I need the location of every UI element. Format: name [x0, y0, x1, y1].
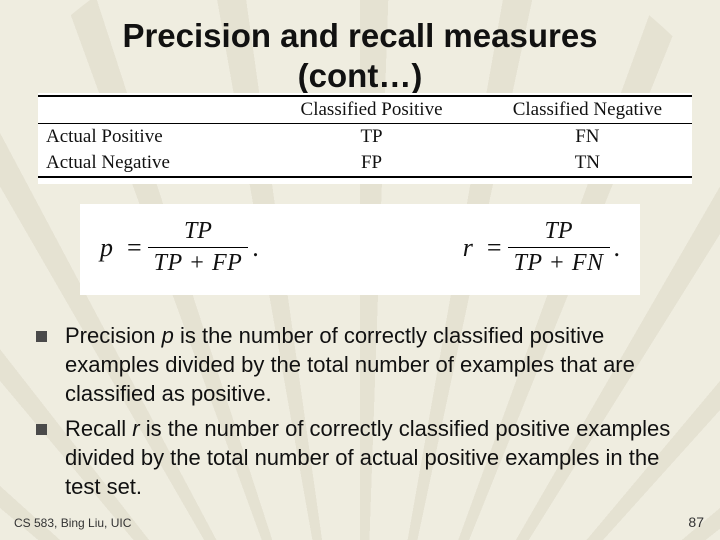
slide-container: Precision and recall measures (cont…) Cl…	[0, 0, 720, 540]
precision-fraction: TP TP + FP	[148, 218, 249, 277]
cell-tn: TN	[483, 150, 692, 177]
equals-sign: =	[127, 233, 142, 263]
table-header-row: Classified Positive Classified Negative	[38, 96, 692, 124]
formula-period: .	[614, 233, 621, 263]
header-blank	[38, 96, 260, 124]
footer-page-number: 87	[688, 514, 704, 530]
header-classified-positive: Classified Positive	[260, 96, 482, 124]
bullet-lead: Precision	[65, 323, 162, 348]
slide-title: Precision and recall measures (cont…)	[28, 16, 692, 95]
confusion-matrix-table: Classified Positive Classified Negative …	[38, 95, 692, 178]
square-bullet-icon	[36, 331, 47, 342]
precision-definition: Precision p is the number of correctly c…	[65, 321, 684, 408]
title-line-1: Precision and recall measures	[122, 17, 597, 54]
footer-course-info: CS 583, Bing Liu, UIC	[14, 516, 131, 530]
cell-fp: FP	[260, 150, 482, 177]
fraction-bar	[508, 247, 610, 248]
list-item: Precision p is the number of correctly c…	[36, 321, 684, 408]
formula-period: .	[252, 233, 259, 263]
header-classified-negative: Classified Negative	[483, 96, 692, 124]
recall-definition: Recall r is the number of correctly clas…	[65, 414, 684, 501]
cell-tp: TP	[260, 124, 482, 151]
row-actual-negative: Actual Negative	[38, 150, 260, 177]
bullet-lead: Recall	[65, 416, 132, 441]
fraction-bar	[148, 247, 249, 248]
bullet-list: Precision p is the number of correctly c…	[36, 321, 684, 501]
row-actual-positive: Actual Positive	[38, 124, 260, 151]
precision-formula: p = TP TP + FP .	[100, 218, 259, 277]
square-bullet-icon	[36, 424, 47, 435]
list-item: Recall r is the number of correctly clas…	[36, 414, 684, 501]
precision-var: p	[162, 323, 174, 348]
formula-panel: p = TP TP + FP . r = TP TP + FN .	[80, 204, 640, 295]
cell-fn: FN	[483, 124, 692, 151]
precision-numerator: TP	[178, 218, 218, 245]
recall-var: r	[132, 416, 139, 441]
recall-fraction: TP TP + FN	[508, 218, 610, 277]
recall-formula: r = TP TP + FN .	[463, 218, 620, 277]
table-row: Actual Negative FP TN	[38, 150, 692, 177]
recall-numerator: TP	[539, 218, 579, 245]
precision-denominator: TP + FP	[148, 250, 249, 277]
recall-denominator: TP + FN	[508, 250, 610, 277]
table-row: Actual Positive TP FN	[38, 124, 692, 151]
equals-sign: =	[487, 233, 502, 263]
precision-lhs: p	[100, 233, 113, 263]
title-line-2: (cont…)	[298, 57, 423, 94]
recall-lhs: r	[463, 233, 473, 263]
bullet-rest: is the number of correctly classified po…	[65, 416, 670, 499]
confusion-matrix-panel: Classified Positive Classified Negative …	[38, 93, 692, 184]
